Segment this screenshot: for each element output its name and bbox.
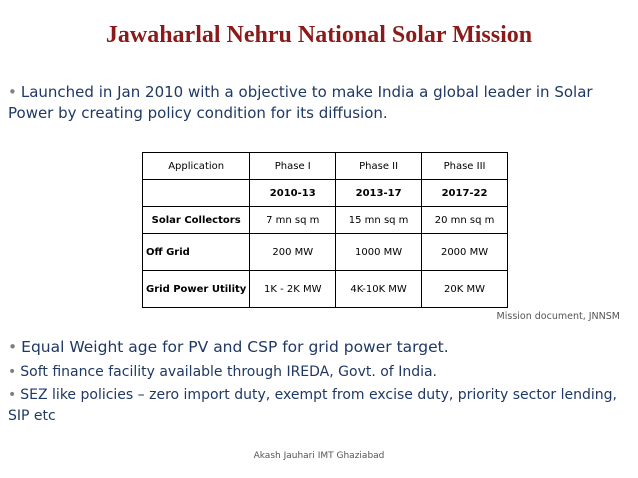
slide-title: Jawaharlal Nehru National Solar Mission bbox=[105, 22, 533, 48]
bullet-soft-finance: • Soft finance facility available through… bbox=[8, 362, 618, 383]
bullet-equal-weight: • Equal Weight age for PV and CSP for gri… bbox=[8, 337, 618, 358]
row-label: Off Grid bbox=[141, 233, 251, 271]
bullet-marker: • bbox=[8, 83, 17, 101]
header-cell: Phase II bbox=[335, 152, 423, 180]
year-cell: 2013-17 bbox=[335, 179, 423, 207]
row-label: Solar Collectors bbox=[141, 206, 251, 234]
bullet-sez: • SEZ like policies – zero import duty, e… bbox=[8, 385, 628, 427]
bullet-marker: • bbox=[8, 364, 17, 380]
table-years-row: 2010-13 2013-17 2017-22 bbox=[141, 179, 508, 207]
bullet-sez-text: SEZ like policies – zero import duty, ex… bbox=[8, 387, 617, 424]
year-cell: 2010-13 bbox=[249, 179, 337, 207]
phase-targets-table: Application Phase I Phase II Phase III 2… bbox=[141, 152, 508, 308]
table-header-row: Application Phase I Phase II Phase III bbox=[141, 152, 508, 180]
header-cell: Phase III bbox=[421, 152, 508, 180]
table-cell: 4K-10K MW bbox=[335, 270, 423, 308]
table-cell: 1K - 2K MW bbox=[249, 270, 337, 308]
table-cell: 2000 MW bbox=[421, 233, 508, 271]
table-cell: 15 mn sq m bbox=[335, 206, 423, 234]
footer-author: Akash Jauhari IMT Ghaziabad bbox=[253, 451, 385, 461]
table-cell: 7 mn sq m bbox=[249, 206, 337, 234]
table-cell: 1000 MW bbox=[335, 233, 423, 271]
bullet-marker: • bbox=[8, 338, 18, 356]
table-row: Solar Collectors 7 mn sq m 15 mn sq m 20… bbox=[141, 206, 508, 234]
row-label: Grid Power Utility bbox=[141, 270, 251, 308]
header-cell: Phase I bbox=[249, 152, 337, 180]
bullet-intro: • Launched in Jan 2010 with a objective t… bbox=[8, 82, 608, 124]
table-cell: 200 MW bbox=[249, 233, 337, 271]
bullet-marker: • bbox=[8, 387, 17, 403]
year-cell bbox=[141, 179, 251, 207]
year-cell: 2017-22 bbox=[421, 179, 508, 207]
bullet-soft-finance-text: Soft finance facility available through … bbox=[20, 364, 437, 380]
table-cell: 20 mn sq m bbox=[421, 206, 508, 234]
header-cell: Application bbox=[141, 152, 251, 180]
table-cell: 20K MW bbox=[421, 270, 508, 308]
bullet-intro-text: Launched in Jan 2010 with a objective to… bbox=[8, 83, 593, 122]
bullet-equal-weight-text: Equal Weight age for PV and CSP for grid… bbox=[21, 338, 449, 356]
table-row: Grid Power Utility 1K - 2K MW 4K-10K MW … bbox=[141, 270, 508, 308]
table-row: Off Grid 200 MW 1000 MW 2000 MW bbox=[141, 233, 508, 271]
source-note: Mission document, JNNSM bbox=[496, 311, 620, 322]
